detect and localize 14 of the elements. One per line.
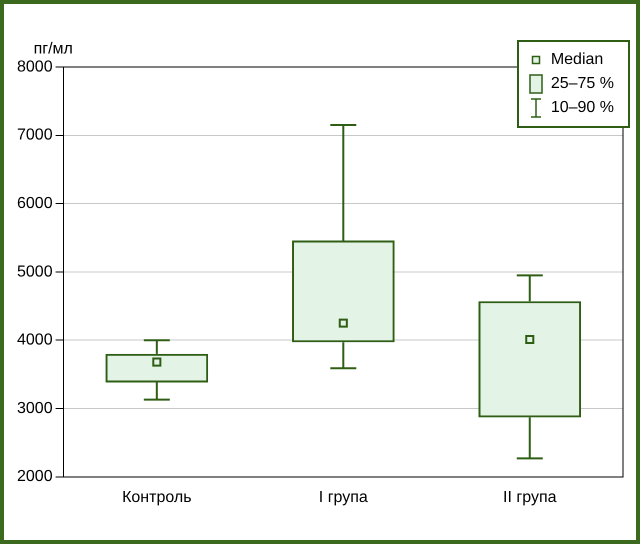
y-tick-label: 6000 [17,195,53,212]
x-tick-label: II група [503,488,557,506]
y-tick-label: 7000 [17,126,53,144]
y-tick-label: 8000 [17,58,53,76]
y-tick-label: 2000 [17,468,53,486]
annotation: 10–90 % [550,98,614,118]
x-tick-label: I група [318,488,368,506]
y-tick-label: 4000 [17,332,53,349]
y-tick-label: 5000 [17,263,53,280]
annotation: Median [550,50,604,70]
x-tick-label: Контроль [122,488,192,506]
y-axis-title: пг/мл [34,40,73,58]
y-tick-label: 3000 [17,400,53,417]
annotation: 25–75 % [550,74,614,94]
